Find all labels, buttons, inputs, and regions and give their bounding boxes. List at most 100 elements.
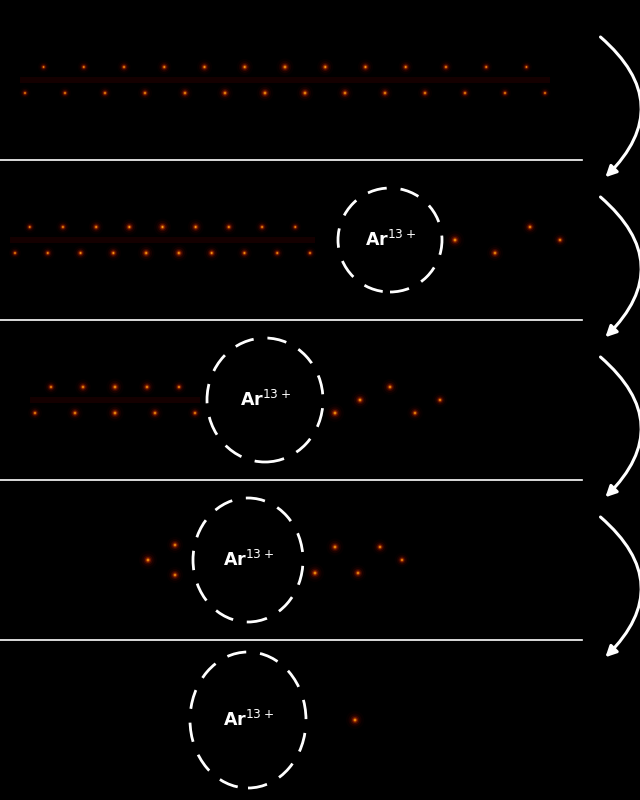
Circle shape <box>276 58 294 75</box>
Circle shape <box>354 719 356 721</box>
Circle shape <box>407 406 422 421</box>
Circle shape <box>29 226 31 228</box>
Circle shape <box>357 397 363 403</box>
Circle shape <box>169 569 181 581</box>
Circle shape <box>111 382 119 391</box>
Circle shape <box>399 558 404 562</box>
Circle shape <box>193 410 197 415</box>
Circle shape <box>239 248 250 258</box>
Circle shape <box>78 250 83 255</box>
Circle shape <box>175 249 183 257</box>
Circle shape <box>261 226 263 228</box>
Circle shape <box>106 246 121 261</box>
Circle shape <box>353 718 357 722</box>
Circle shape <box>140 379 155 394</box>
Circle shape <box>192 223 200 231</box>
Circle shape <box>95 226 97 228</box>
Circle shape <box>49 385 53 390</box>
FancyArrowPatch shape <box>600 197 640 335</box>
Circle shape <box>524 222 536 233</box>
Circle shape <box>190 408 200 418</box>
Text: Ar$^{13+}$: Ar$^{13+}$ <box>223 710 273 730</box>
Circle shape <box>482 62 491 71</box>
Circle shape <box>111 409 119 418</box>
FancyArrowPatch shape <box>600 357 640 495</box>
Circle shape <box>220 87 230 98</box>
Circle shape <box>203 66 206 69</box>
Circle shape <box>129 226 130 228</box>
Circle shape <box>500 89 509 98</box>
Circle shape <box>242 64 248 70</box>
Circle shape <box>28 406 42 420</box>
Circle shape <box>454 239 456 241</box>
Circle shape <box>45 251 50 255</box>
Circle shape <box>202 65 207 70</box>
Circle shape <box>145 251 148 254</box>
Circle shape <box>154 411 157 414</box>
Circle shape <box>171 245 187 262</box>
Circle shape <box>24 92 26 94</box>
Circle shape <box>217 85 233 101</box>
Circle shape <box>380 88 390 98</box>
Circle shape <box>389 386 391 388</box>
Circle shape <box>172 380 186 394</box>
Circle shape <box>418 86 432 100</box>
Circle shape <box>276 252 278 254</box>
Circle shape <box>438 398 442 402</box>
Circle shape <box>209 250 214 255</box>
Circle shape <box>314 572 316 574</box>
Circle shape <box>486 66 487 68</box>
Circle shape <box>411 409 419 417</box>
Circle shape <box>11 249 19 258</box>
Circle shape <box>42 66 45 68</box>
Circle shape <box>43 248 52 258</box>
Circle shape <box>143 555 152 565</box>
Circle shape <box>312 570 318 576</box>
Circle shape <box>61 226 64 228</box>
Circle shape <box>542 90 548 96</box>
Circle shape <box>141 382 152 393</box>
Circle shape <box>59 87 71 99</box>
Circle shape <box>451 235 460 245</box>
Circle shape <box>526 66 527 67</box>
Circle shape <box>44 380 58 394</box>
Circle shape <box>493 251 497 254</box>
Circle shape <box>124 66 125 68</box>
Circle shape <box>173 247 185 259</box>
Circle shape <box>70 407 81 418</box>
Circle shape <box>81 386 84 389</box>
Circle shape <box>145 252 147 254</box>
Circle shape <box>188 406 202 420</box>
Circle shape <box>424 92 426 94</box>
Circle shape <box>211 252 212 254</box>
Circle shape <box>344 91 347 94</box>
Circle shape <box>225 223 232 230</box>
Circle shape <box>422 90 428 95</box>
Circle shape <box>146 558 150 562</box>
Circle shape <box>504 92 506 94</box>
Circle shape <box>324 66 326 68</box>
Circle shape <box>255 220 269 234</box>
Circle shape <box>401 62 411 72</box>
Circle shape <box>140 88 150 98</box>
Circle shape <box>64 92 66 94</box>
Circle shape <box>77 250 84 257</box>
Circle shape <box>346 711 364 729</box>
Circle shape <box>378 546 381 549</box>
Circle shape <box>521 62 532 73</box>
Circle shape <box>358 59 373 74</box>
Circle shape <box>174 544 176 546</box>
Circle shape <box>112 410 118 416</box>
Circle shape <box>112 384 118 390</box>
Circle shape <box>244 252 245 254</box>
Circle shape <box>102 90 108 96</box>
Circle shape <box>221 89 229 97</box>
Circle shape <box>306 564 324 582</box>
Circle shape <box>333 411 337 414</box>
Circle shape <box>67 406 83 421</box>
Circle shape <box>47 252 49 254</box>
Circle shape <box>204 66 205 68</box>
Circle shape <box>184 91 186 94</box>
Circle shape <box>83 66 85 68</box>
Circle shape <box>178 386 180 388</box>
